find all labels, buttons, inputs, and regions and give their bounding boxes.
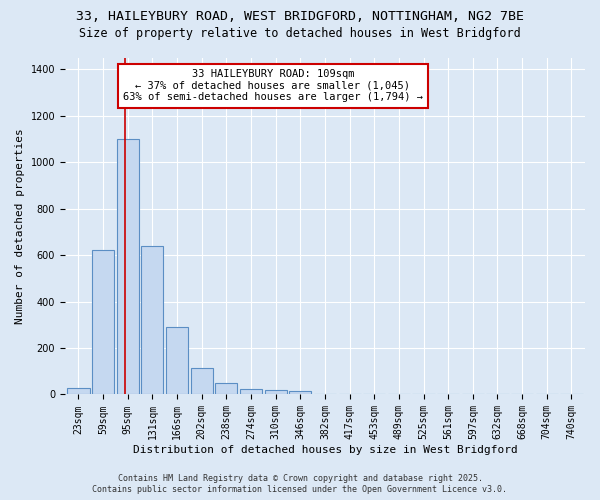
Bar	[289, 391, 311, 394]
Bar	[67, 388, 89, 394]
Text: 33 HAILEYBURY ROAD: 109sqm
← 37% of detached houses are smaller (1,045)
63% of s: 33 HAILEYBURY ROAD: 109sqm ← 37% of deta…	[123, 70, 423, 102]
Text: 33, HAILEYBURY ROAD, WEST BRIDGFORD, NOTTINGHAM, NG2 7BE: 33, HAILEYBURY ROAD, WEST BRIDGFORD, NOT…	[76, 10, 524, 23]
Text: Size of property relative to detached houses in West Bridgford: Size of property relative to detached ho…	[79, 28, 521, 40]
Bar	[166, 327, 188, 394]
Bar	[240, 388, 262, 394]
Y-axis label: Number of detached properties: Number of detached properties	[15, 128, 25, 324]
Bar	[116, 139, 139, 394]
Bar	[92, 250, 114, 394]
Bar	[265, 390, 287, 394]
X-axis label: Distribution of detached houses by size in West Bridgford: Distribution of detached houses by size …	[133, 445, 517, 455]
Bar	[215, 383, 238, 394]
Text: Contains HM Land Registry data © Crown copyright and database right 2025.
Contai: Contains HM Land Registry data © Crown c…	[92, 474, 508, 494]
Bar	[191, 368, 213, 394]
Bar	[142, 246, 163, 394]
